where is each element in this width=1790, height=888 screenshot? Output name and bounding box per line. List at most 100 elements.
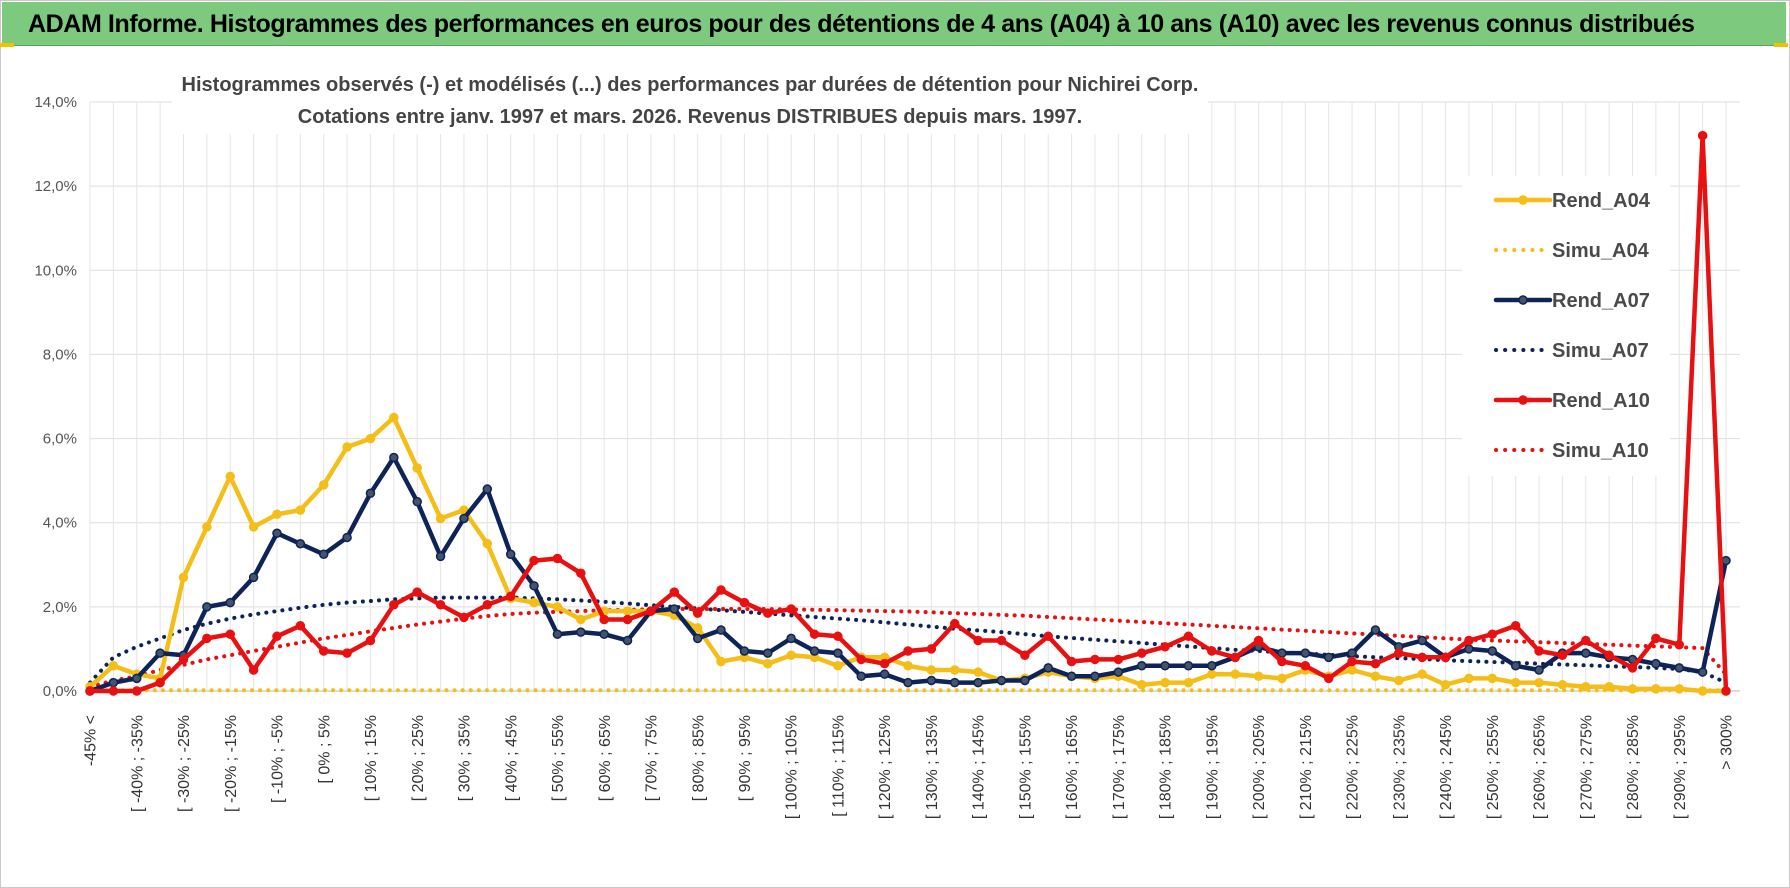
data-point-rend_a04	[1605, 683, 1613, 691]
data-point-rend_a07	[1652, 660, 1660, 668]
data-point-rend_a10	[1512, 622, 1520, 630]
data-point-rend_a10	[507, 592, 515, 600]
data-point-rend_a10	[1091, 655, 1099, 663]
legend-label-rend_a04: Rend_A04	[1552, 190, 1651, 212]
data-point-rend_a10	[1395, 649, 1403, 657]
data-point-rend_a10	[974, 637, 982, 645]
data-point-rend_a04	[951, 666, 959, 674]
data-point-rend_a10	[390, 601, 398, 609]
y-axis-ticks: 0,0% 2,0% 4,0% 6,0% 8,0% 10,0% 12,0% 14,0%	[34, 94, 77, 700]
x-tick-label: [ 60% ; 65%	[597, 715, 614, 801]
data-point-rend_a10	[1699, 132, 1707, 140]
data-point-rend_a07	[1699, 668, 1707, 676]
x-tick-label: [ 170% ; 175%	[1111, 715, 1128, 819]
x-tick-label: [ 40% ; 45%	[503, 715, 520, 801]
data-point-rend_a10	[460, 613, 468, 621]
x-tick-label: [ 100% ; 105%	[784, 715, 801, 819]
data-point-rend_a04	[1278, 674, 1286, 682]
data-point-rend_a04	[530, 599, 538, 607]
data-point-rend_a10	[670, 588, 678, 596]
y-tick-label: 2,0%	[43, 599, 77, 616]
data-point-rend_a10	[343, 649, 351, 657]
data-point-rend_a10	[1255, 637, 1263, 645]
data-point-rend_a07	[390, 454, 398, 462]
data-point-rend_a04	[1208, 670, 1216, 678]
data-point-rend_a04	[1418, 670, 1426, 678]
y-tick-label: 0,0%	[43, 683, 77, 700]
data-point-rend_a07	[296, 540, 304, 548]
data-point-rend_a07	[1371, 626, 1379, 634]
data-point-rend_a07	[997, 676, 1005, 684]
data-point-rend_a07	[1068, 672, 1076, 680]
data-point-rend_a07	[904, 679, 912, 687]
data-point-rend_a07	[1535, 666, 1543, 674]
data-point-rend_a10	[764, 609, 772, 617]
data-point-rend_a04	[974, 668, 982, 676]
data-point-rend_a04	[553, 603, 561, 611]
legend-marker	[1519, 196, 1527, 204]
x-tick-label: [ 70% ; 75%	[644, 715, 661, 801]
data-point-rend_a07	[1044, 664, 1052, 672]
x-tick-label: [ 200% ; 205%	[1251, 715, 1268, 819]
data-point-rend_a04	[413, 464, 421, 472]
data-point-rend_a07	[553, 630, 561, 638]
data-point-rend_a10	[1231, 653, 1239, 661]
data-point-rend_a10	[1722, 687, 1730, 695]
data-point-rend_a07	[226, 599, 234, 607]
data-point-rend_a10	[273, 632, 281, 640]
data-point-rend_a07	[156, 649, 164, 657]
data-point-rend_a10	[1371, 660, 1379, 668]
data-point-rend_a07	[1675, 664, 1683, 672]
data-point-rend_a10	[1582, 637, 1590, 645]
legend-label-rend_a07: Rend_A07	[1552, 290, 1650, 312]
data-point-rend_a10	[1465, 637, 1473, 645]
y-tick-label: 14,0%	[34, 94, 77, 111]
data-point-rend_a10	[250, 666, 258, 674]
x-tick-label: [ 290% ; 295%	[1672, 715, 1689, 819]
data-point-rend_a10	[881, 660, 889, 668]
chart-title-line-1: Histogrammes observés (-) et modélisés (…	[182, 74, 1199, 96]
data-point-rend_a07	[857, 672, 865, 680]
data-point-rend_a10	[1184, 632, 1192, 640]
data-point-rend_a04	[250, 523, 258, 531]
data-point-rend_a04	[1629, 685, 1637, 693]
data-point-rend_a10	[647, 607, 655, 615]
data-point-rend_a07	[624, 637, 632, 645]
y-tick-label: 10,0%	[34, 262, 77, 279]
data-point-rend_a10	[1418, 653, 1426, 661]
data-point-rend_a04	[320, 481, 328, 489]
x-tick-label: [ 230% ; 235%	[1391, 715, 1408, 819]
x-tick-label: [ 180% ; 185%	[1158, 715, 1175, 819]
data-point-rend_a07	[273, 529, 281, 537]
x-tick-label: > 300%	[1719, 715, 1736, 770]
data-point-rend_a10	[834, 632, 842, 640]
data-point-rend_a07	[1348, 649, 1356, 657]
y-tick-label: 12,0%	[34, 178, 77, 195]
x-tick-label: [ 140% ; 145%	[971, 715, 988, 819]
x-tick-label: [ 150% ; 155%	[1017, 715, 1034, 819]
data-point-rend_a10	[694, 609, 702, 617]
data-point-rend_a04	[296, 506, 304, 514]
x-tick-label: [ 130% ; 135%	[924, 715, 941, 819]
data-point-rend_a04	[1465, 674, 1473, 682]
data-point-rend_a07	[1325, 653, 1333, 661]
x-tick-label: [ 120% ; 125%	[877, 715, 894, 819]
data-point-rend_a07	[109, 679, 117, 687]
data-point-rend_a07	[764, 649, 772, 657]
data-point-rend_a07	[951, 679, 959, 687]
data-point-rend_a10	[857, 655, 865, 663]
data-point-rend_a07	[1465, 645, 1473, 653]
data-point-rend_a04	[273, 510, 281, 518]
y-tick-label: 8,0%	[43, 346, 77, 363]
legend-marker	[1519, 296, 1527, 304]
data-point-rend_a07	[343, 533, 351, 541]
data-point-rend_a04	[1699, 687, 1707, 695]
data-point-rend_a10	[179, 655, 187, 663]
legend-background	[1462, 176, 1670, 476]
x-tick-label: [ -40% ; -35%	[129, 715, 146, 812]
data-point-rend_a10	[951, 620, 959, 628]
legend-label-rend_a10: Rend_A10	[1552, 390, 1650, 412]
data-point-rend_a04	[577, 615, 585, 623]
data-point-rend_a10	[109, 687, 117, 695]
data-point-rend_a10	[787, 605, 795, 613]
